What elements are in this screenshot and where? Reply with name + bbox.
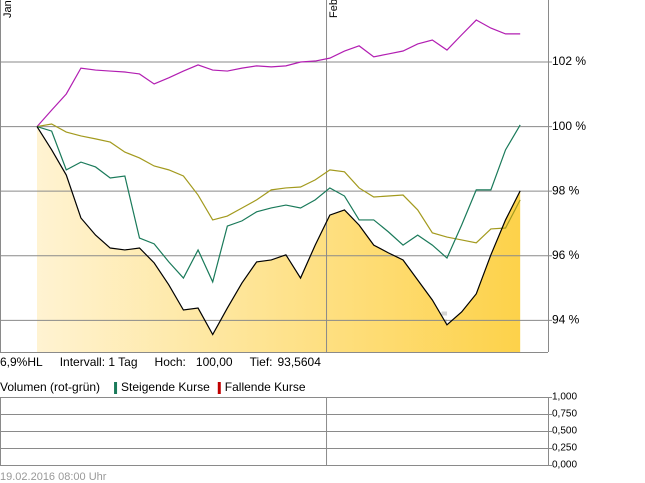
area: [36, 126, 521, 353]
info-interval: Intervall: 1 Tag: [60, 355, 138, 369]
x-tick-label: Jan: [2, 0, 14, 18]
info-high: 100,00: [196, 355, 233, 369]
y-tick-label: 0,250: [552, 443, 577, 454]
y-tick-label: 94 %: [552, 313, 580, 327]
line: [36, 126, 521, 336]
legend-label: Fallende Kurse: [225, 380, 306, 394]
line: [36, 123, 521, 244]
y-tick-label: 98 %: [552, 183, 580, 197]
y-tick-label: 96 %: [552, 248, 580, 262]
x-tick-label: Feb: [328, 0, 340, 18]
legend-swatch: [217, 382, 221, 394]
y-tick-label: 0,000: [552, 460, 577, 471]
y-tick-label: 1,000: [552, 392, 577, 403]
legend-label: Steigende Kurse: [121, 380, 210, 394]
line: [36, 19, 521, 127]
legend-swatch: [114, 382, 118, 394]
line: [36, 124, 521, 284]
info-high-label: Hoch:: [155, 355, 186, 369]
y-tick-label: 0,500: [552, 426, 577, 437]
y-tick-label: 0,750: [552, 409, 577, 420]
info-low-value: 93,5604: [278, 355, 322, 369]
info-range: 6,9%HL: [0, 355, 43, 369]
y-tick-label: 102 %: [552, 54, 586, 68]
footer: 19.02.2016 08:00 Uhr: [0, 471, 107, 483]
volume-title: Volumen (rot-grün): [0, 380, 100, 394]
y-tick-label: 100 %: [552, 119, 586, 133]
info-low: Tief:: [250, 355, 273, 369]
